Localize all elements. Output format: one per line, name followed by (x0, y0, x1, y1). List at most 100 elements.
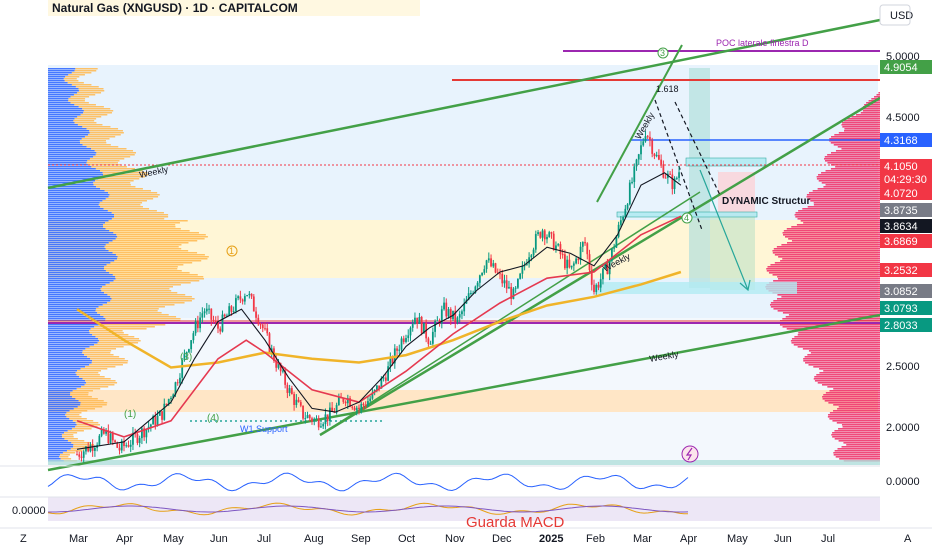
candle-body (196, 321, 199, 329)
vol-bar-orange (73, 408, 96, 410)
vol-bar-pink (828, 402, 880, 404)
vol-bar-orange (84, 384, 115, 386)
vol-bar-orange (105, 198, 154, 200)
vol-bar-orange (96, 152, 136, 154)
auto-scale-glyph[interactable]: A (904, 533, 912, 545)
candle-body (248, 293, 251, 296)
vol-bar-pink (829, 412, 880, 414)
vol-bar-blue (48, 130, 90, 132)
candle-body (85, 446, 87, 452)
vol-bar-blue (48, 408, 74, 410)
candle-body (154, 416, 157, 426)
vol-bar-pink (822, 396, 880, 398)
vol-bar-orange (111, 212, 164, 214)
vol-bar-pink (769, 304, 880, 306)
vol-bar-orange (95, 154, 135, 156)
candle-body (91, 445, 94, 451)
candle-body (418, 316, 421, 324)
candle-body (505, 280, 508, 289)
candle-body (463, 303, 466, 312)
wave-3-circle-label: 3 (660, 48, 665, 58)
vol-bar-pink (797, 218, 880, 220)
vol-bar-orange (85, 382, 118, 384)
candle-body (210, 308, 213, 320)
vol-bar-orange (82, 126, 111, 128)
price-tag-label: 04:29:30 (884, 174, 927, 186)
candle-body (279, 363, 282, 372)
vol-bar-orange (103, 268, 178, 270)
lightning-icon[interactable] (681, 445, 699, 463)
vol-bar-pink (785, 316, 880, 318)
candle-body (100, 429, 103, 436)
timezone-glyph[interactable]: Z (20, 533, 27, 545)
vol-bar-pink (812, 190, 880, 192)
vol-bar-orange (88, 134, 121, 136)
vol-bar-pink (776, 246, 880, 248)
vol-bar-pink (830, 164, 880, 166)
vol-bar-blue (48, 334, 93, 336)
vol-bar-orange (81, 386, 109, 388)
candle-body (94, 447, 96, 451)
resistance-box (685, 157, 767, 167)
vol-bar-blue (48, 76, 66, 78)
candle-body (669, 173, 671, 175)
vol-bar-blue (48, 234, 117, 236)
candle-body (376, 385, 378, 390)
vol-bar-orange (109, 230, 190, 232)
vol-bar-blue (48, 432, 65, 434)
vol-bar-blue (48, 158, 90, 160)
vol-bar-blue (48, 348, 86, 350)
vol-bar-blue (48, 402, 81, 404)
candle-body (405, 338, 407, 342)
candle-body (380, 378, 383, 389)
vol-bar-blue (48, 224, 104, 226)
candle-body (420, 316, 423, 334)
wave-4-circle-label: 4 (684, 213, 689, 223)
vol-bar-orange (78, 400, 104, 402)
vol-bar-pink (835, 150, 880, 152)
vol-bar-blue (48, 86, 76, 88)
vol-bar-orange (108, 250, 189, 252)
vol-bar-orange (104, 266, 178, 268)
vol-bar-orange (62, 436, 74, 438)
vol-bar-blue (48, 274, 113, 276)
vol-bar-blue (48, 186, 97, 188)
candle-body (611, 248, 613, 261)
vol-bar-blue (48, 244, 106, 246)
vol-bar-orange (82, 350, 112, 352)
vol-bar-pink (791, 226, 880, 228)
macd-signal-line (48, 505, 689, 513)
candle-body (490, 258, 492, 267)
candle-body (604, 263, 607, 269)
time-axis[interactable]: Mar Apr May Jun Jul Aug Sep Oct Nov Dec 2025 Feb Mar… (69, 533, 835, 545)
header-highlight (48, 0, 420, 16)
currency-button-frame[interactable] (879, 4, 911, 26)
vol-bar-orange (95, 180, 134, 182)
vol-bar-orange (114, 260, 202, 262)
vol-bar-pink (827, 154, 880, 156)
candle-body (590, 270, 593, 285)
wave-1-label: (1) (124, 409, 136, 420)
candle-body (149, 424, 152, 427)
vol-bar-pink (823, 370, 880, 372)
volume-profile-right (765, 92, 880, 462)
vol-bar-orange (95, 310, 158, 312)
vol-bar-pink (766, 270, 880, 272)
vol-bar-blue (48, 220, 109, 222)
vol-bar-blue (48, 216, 115, 218)
candle-body (98, 435, 101, 445)
vol-bar-pink (773, 280, 880, 282)
time-label-14: May (727, 533, 748, 545)
vol-bar-blue (48, 176, 102, 178)
candle-body (555, 245, 557, 251)
candle-body (649, 136, 651, 141)
candle-body (261, 324, 264, 329)
candle-body (82, 451, 85, 458)
vol-bar-orange (72, 420, 94, 422)
candle-body (613, 247, 616, 249)
candle-body (476, 282, 479, 287)
candle-body (378, 385, 381, 389)
vol-bar-orange (68, 98, 86, 100)
candle-body (102, 429, 105, 434)
